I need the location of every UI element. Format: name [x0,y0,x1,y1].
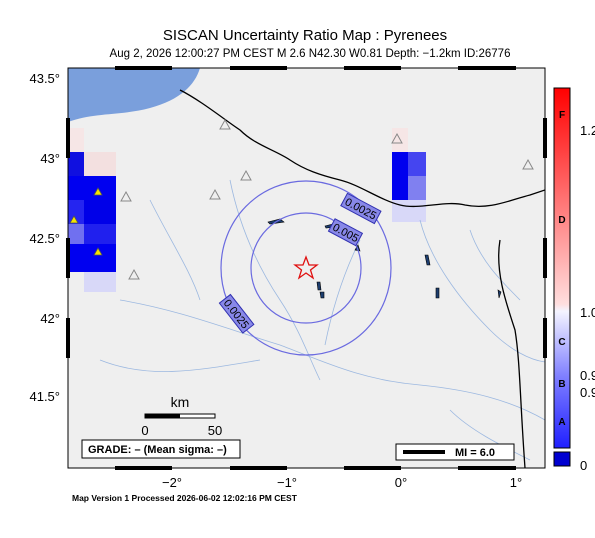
map-area [68,68,545,468]
lat-label: 42.5° [29,231,60,246]
grade-letter: C [558,337,565,348]
magnitude-legend: MI = 6.0 [455,447,495,459]
lon-label: 1° [510,475,522,490]
lat-labels: 43.5° 43° 42.5° 42° 41.5° [29,71,60,404]
lat-label: 41.5° [29,389,60,404]
lat-label: 43° [40,151,60,166]
title: SISCAN Uncertainty Ratio Map : Pyrenees [163,27,447,44]
lat-label: 43.5° [29,71,60,86]
grade-letter: B [558,379,565,390]
grade-letter: F [559,110,565,121]
coast [498,239,526,468]
colorbar-ramp [553,87,571,449]
lon-label: 0° [395,475,407,490]
colorbar-zero [553,451,571,467]
stations [69,118,534,280]
grade: GRADE: – (Mean sigma: –) [88,444,227,456]
scale-unit: km [171,394,190,410]
grade-letter: D [558,215,565,226]
lon-labels: −2° −1° 0° 1° [162,475,522,490]
colorbar-label: 0.9 [580,368,595,383]
contours [220,180,392,356]
colorbar-label: 1.2 [580,123,595,138]
border [179,89,545,208]
lat-label: 42° [40,311,60,326]
sea [68,68,200,122]
colorbar-label: 0 [580,458,587,473]
scale-end: 50 [208,423,222,438]
colorbar: F D C B A 1.2 1.0 0.9 0.9 0 [553,87,595,473]
epicenter [293,255,319,280]
grade-letter: A [558,417,565,428]
scale-bar: km 0 50 [141,394,222,438]
colorbar-label: 0.9 [580,385,595,400]
scale-start: 0 [141,423,148,438]
grade-box [81,439,241,459]
lon-label: −2° [162,475,182,490]
footer: Map Version 1 Processed 2026-06-02 12:02… [72,493,298,503]
subtitle: Aug 2, 2026 12:00:27 PM CEST M 2.6 N42.3… [110,48,511,60]
lon-label: −1° [277,475,297,490]
rivers [99,179,545,461]
frame-ticks [66,66,547,470]
land [68,68,545,468]
colorbar-label: 1.0 [580,305,595,320]
magnitude-box [395,443,515,461]
